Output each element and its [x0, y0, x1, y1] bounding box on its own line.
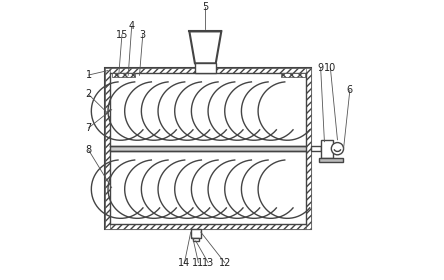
Bar	[191, 229, 201, 238]
Bar	[105, 68, 110, 229]
Bar	[193, 238, 199, 241]
Text: 9: 9	[317, 63, 324, 73]
Text: 1: 1	[86, 70, 91, 80]
Text: 5: 5	[202, 2, 208, 12]
Text: 8: 8	[86, 145, 91, 155]
Bar	[321, 140, 333, 158]
Bar	[111, 73, 135, 77]
Text: 3: 3	[140, 30, 146, 40]
Bar	[195, 63, 216, 73]
Bar	[319, 158, 343, 162]
Circle shape	[331, 143, 344, 155]
Text: 4: 4	[129, 21, 135, 31]
Text: 11: 11	[192, 258, 205, 268]
Bar	[105, 68, 311, 229]
Text: 14: 14	[178, 258, 190, 268]
Bar	[281, 73, 305, 77]
Bar	[105, 68, 311, 73]
Text: 12: 12	[218, 258, 231, 268]
Bar	[311, 146, 321, 151]
Text: 2: 2	[86, 90, 92, 99]
Bar	[306, 68, 311, 229]
Text: 6: 6	[347, 85, 353, 95]
Text: 13: 13	[202, 258, 214, 268]
Bar	[110, 146, 306, 151]
Text: 7: 7	[86, 123, 92, 133]
Text: 10: 10	[324, 63, 337, 73]
Text: 15: 15	[116, 30, 128, 40]
Polygon shape	[189, 31, 221, 63]
Bar	[105, 224, 311, 229]
